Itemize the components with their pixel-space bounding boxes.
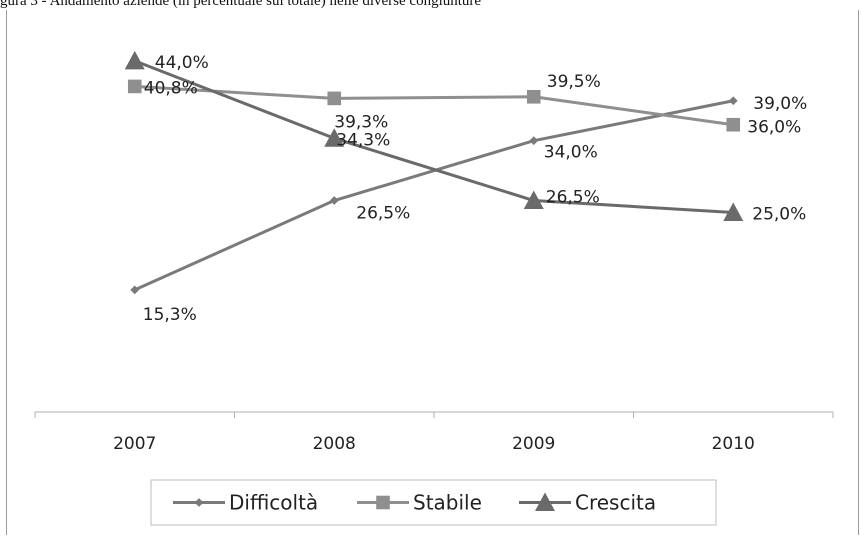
legend-label-difficolt: Difficoltà [229,491,318,515]
data-label: 34,3% [336,130,390,150]
data-point-stabile [327,91,342,106]
x-tick-label: 2007 [113,434,156,454]
x-tick-label: 2009 [512,434,555,454]
data-point-difficolt [329,196,339,205]
data-label: 36,0% [747,118,801,138]
chart-frame [6,10,859,535]
data-labels: 15,3% 26,5% 34,0% 39,0% 40,8% 39,3% 39,5% 36,0%… [143,53,808,325]
data-label: 39,0% [753,94,807,114]
data-label: 44,0% [155,53,209,73]
data-point-crescita [124,50,145,70]
data-label: 34,0% [544,143,598,163]
data-label: 15,3% [143,305,197,325]
series-line-crescita [134,59,734,214]
legend-marker-stabile [376,495,390,510]
series-layer [124,50,744,295]
legend-marker-difficolt [194,498,204,507]
data-point-difficolt [130,285,140,295]
x-tick-label: 2010 [712,434,755,454]
legend: Difficoltà Stabile Crescita [150,479,717,526]
data-label: 39,3% [334,112,388,132]
data-point-difficolt [529,136,539,146]
x-axis: 2007 2008 2009 2010 [34,411,834,454]
legend-label-stabile: Stabile [413,491,482,515]
data-point-crescita [723,202,744,221]
data-point-stabile [127,79,142,94]
data-point-stabile [726,117,741,132]
data-point-stabile [526,89,541,104]
data-label: 26,5% [546,188,600,208]
legend-box [150,479,717,526]
data-point-crescita [523,190,544,210]
legend-label-crescita: Crescita [575,491,656,515]
data-label: 40,8% [144,78,198,98]
series-line-difficolt [134,99,734,292]
x-tick-label: 2008 [313,434,356,454]
data-point-crescita [324,128,345,147]
data-label: 39,5% [547,72,601,92]
data-label: 26,5% [356,204,410,224]
data-point-difficolt [728,96,738,106]
legend-marker-crescita [535,492,555,511]
figure-caption: gura 3 - Andamento aziende (in percentua… [0,0,482,9]
data-label: 25,0% [752,205,806,225]
series-line-stabile [134,84,734,127]
